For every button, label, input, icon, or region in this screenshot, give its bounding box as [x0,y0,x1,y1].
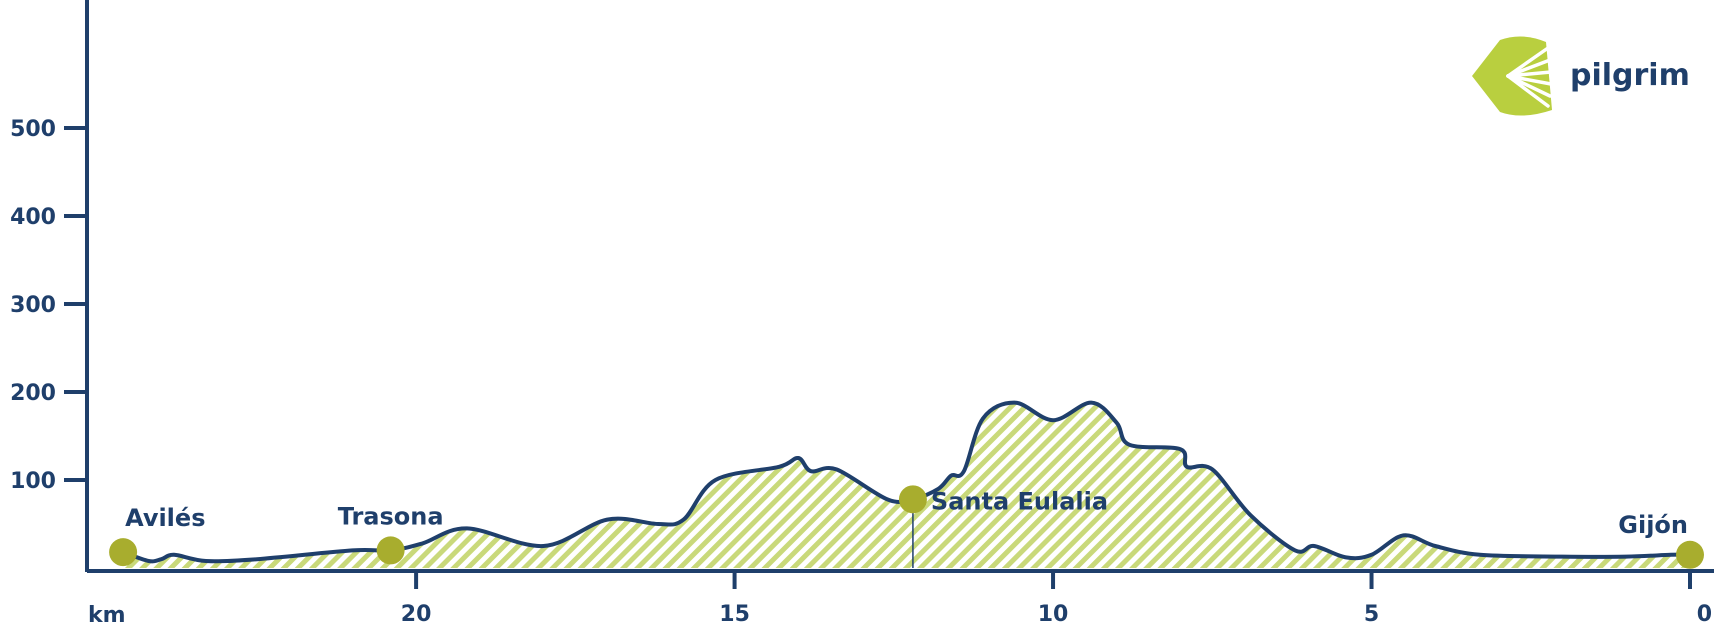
y-tick-label-400: 400 [10,205,56,230]
x-axis-unit-label: km [88,603,126,627]
waypoint-label-3: Gijón [1618,511,1688,539]
waypoint-marker-0 [109,538,138,567]
y-tick-label-100: 100 [10,469,56,494]
y-tick-label-300: 300 [10,293,56,318]
waypoints: Avilés Trasona Santa Eulalia Gijón [109,485,1704,569]
waypoint-marker-3 [1676,540,1704,569]
logo-text: pilgrim [1570,58,1690,93]
waypoint-label-0: Avilés [125,504,205,532]
elevation-fill-0 [123,402,1691,568]
y-tick-label-200: 200 [10,381,56,406]
x-tick-label-0: 0 [1697,602,1712,627]
x-tick-label-10: 10 [1038,602,1069,627]
y-tick-label-500: 500 [10,117,56,142]
waypoint-marker-1 [376,536,405,565]
waypoint-label-1: Trasona [338,502,444,530]
tick-marks: 100 200 300 400 500 20 15 10 5 0 [10,117,1712,627]
elevation-area [121,400,1692,568]
x-tick-label-20: 20 [401,602,432,627]
waypoint-marker-2 [898,485,927,514]
waypoint-label-2: Santa Eulalia [931,487,1108,515]
pilgrim-logo: pilgrim [1472,36,1690,116]
x-tick-label-15: 15 [719,602,750,627]
x-tick-label-5: 5 [1364,602,1379,627]
axes: km [85,0,1714,627]
scallop-shell-icon [1472,36,1553,116]
